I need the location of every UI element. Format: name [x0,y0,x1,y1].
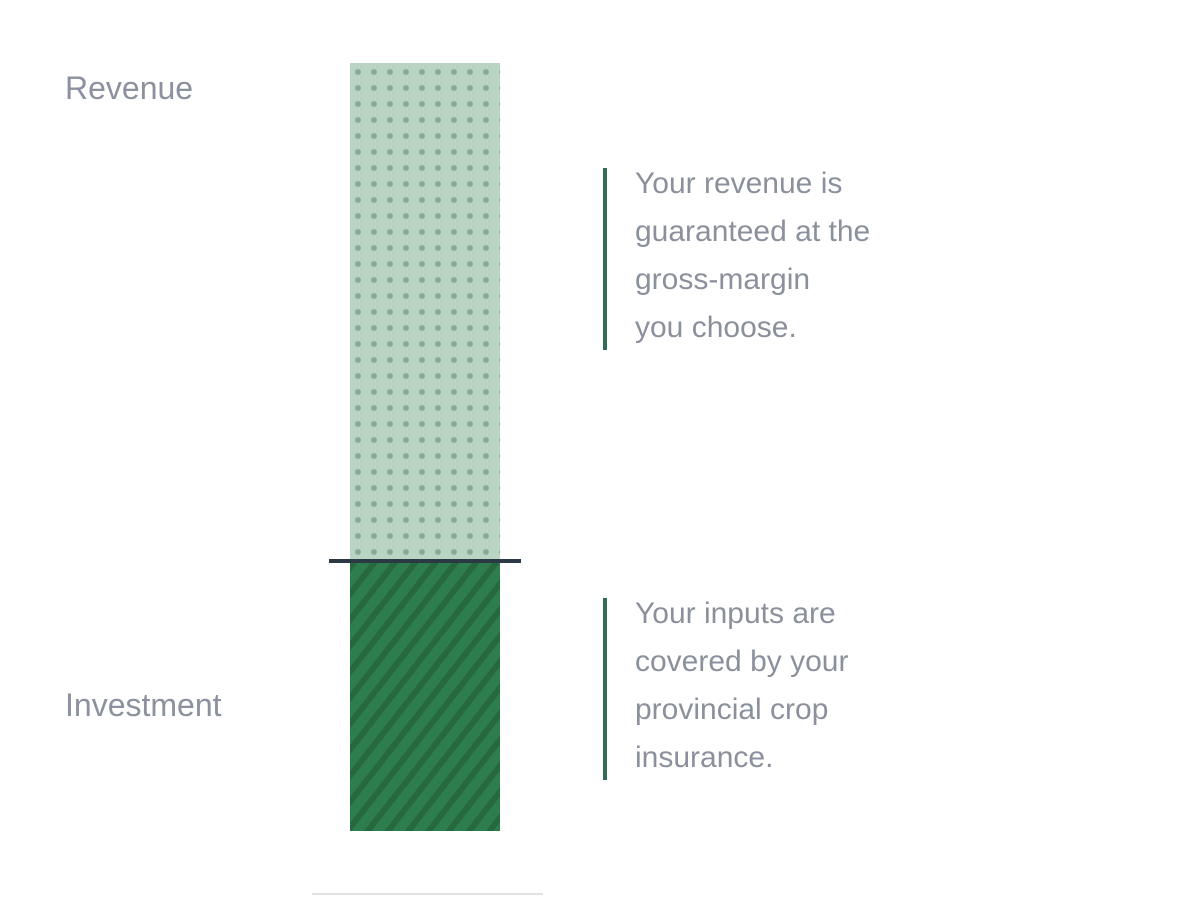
investment-bar-segment [350,563,500,831]
callout-line: Your inputs are [635,597,836,630]
bottom-rule [312,893,543,895]
accent-line [603,168,607,350]
callout-line: insurance. [635,741,774,774]
callout-line: covered by your [635,645,849,678]
callout-line: provincial crop [635,693,829,726]
investment-callout-text: Your inputs are covered by your provinci… [635,590,848,782]
gross-margin-divider-line [329,559,521,563]
callout-line: you choose. [635,311,797,344]
accent-line [603,598,607,780]
callout-line: guaranteed at the [635,215,871,248]
investment-callout: Your inputs are covered by your provinci… [603,590,848,782]
callout-line: Your revenue is [635,167,843,200]
callout-line: gross-margin [635,263,811,296]
revenue-callout: Your revenue is guaranteed at the gross-… [603,160,870,352]
revenue-label: Revenue [65,70,194,106]
investment-label: Investment [65,687,222,723]
revenue-bar-segment [350,63,500,560]
revenue-callout-text: Your revenue is guaranteed at the gross-… [635,160,870,352]
